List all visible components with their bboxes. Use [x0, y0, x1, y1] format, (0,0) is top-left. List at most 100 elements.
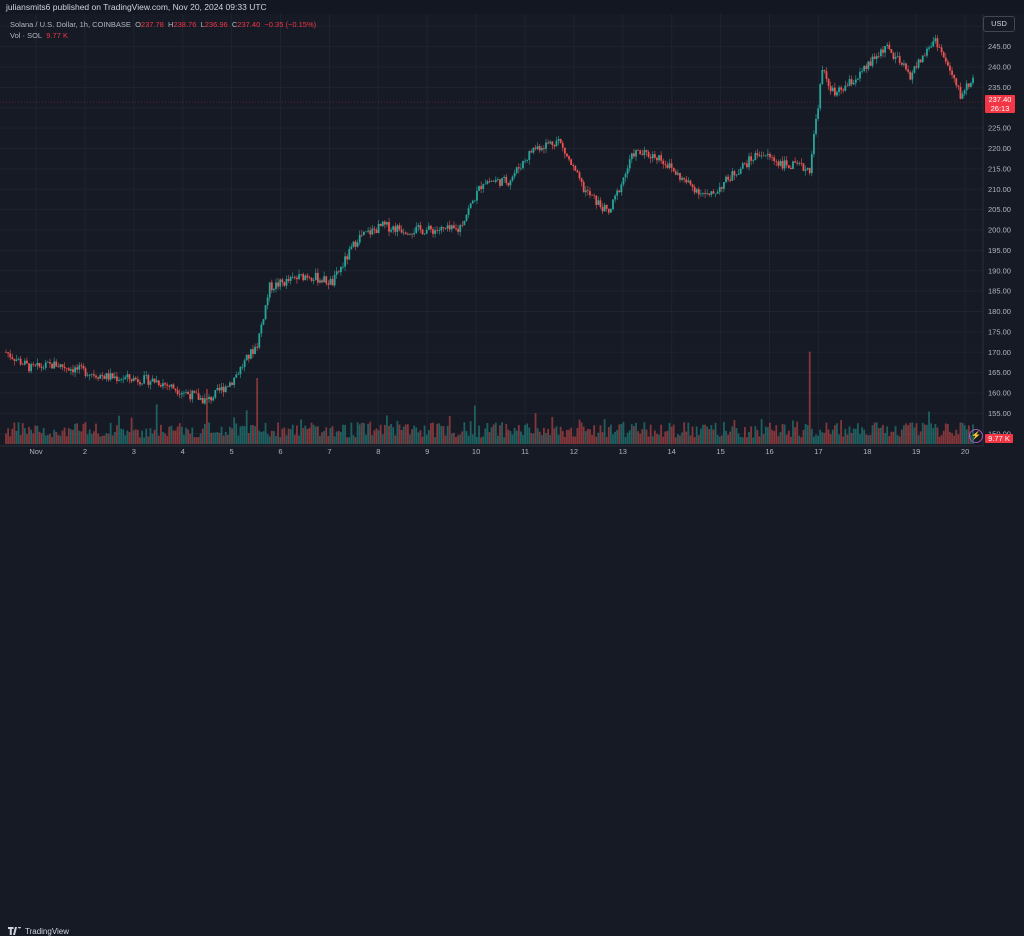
candle-body	[411, 233, 413, 235]
volume-bar	[429, 423, 432, 444]
volume-bar	[260, 431, 263, 444]
candle-body	[419, 225, 422, 230]
candle-body	[350, 246, 353, 249]
candle-body	[603, 204, 606, 212]
volume-bar	[842, 436, 845, 444]
candle-body	[540, 148, 543, 151]
volume-bar	[323, 430, 326, 444]
volume-bar	[373, 430, 376, 444]
currency-button[interactable]: USD	[983, 16, 1015, 32]
candle-body	[30, 364, 33, 372]
candle-body	[656, 157, 658, 161]
candle-body	[99, 375, 102, 379]
volume-bar	[252, 425, 254, 444]
candle-body	[844, 85, 847, 91]
price-axis[interactable]: 150.00 155.00 160.00 165.00 170.00 175.00 180.…	[988, 22, 1011, 439]
candle-body	[44, 362, 47, 368]
time-tick: 5	[230, 447, 234, 456]
candle-body	[930, 46, 933, 48]
candle-body	[139, 382, 141, 385]
candle-body	[235, 374, 238, 378]
candle-body	[949, 65, 951, 71]
candle-body	[633, 153, 635, 157]
volume-bar	[735, 428, 738, 444]
volume-bar	[206, 389, 208, 444]
volume-bar	[921, 422, 924, 444]
volume-bar	[122, 429, 125, 444]
volume-bar	[884, 433, 886, 444]
volume-bar	[84, 422, 87, 444]
candle-body	[526, 159, 529, 161]
candle-body	[55, 361, 58, 367]
candle-body	[852, 82, 855, 85]
candle-body	[919, 59, 922, 63]
candle-body	[882, 49, 884, 53]
volume-bar	[427, 430, 430, 444]
volume-bar	[335, 431, 338, 444]
candle-body	[26, 360, 28, 364]
volume-bar	[289, 429, 292, 444]
volume-bar	[519, 431, 522, 444]
candle-body	[132, 377, 135, 382]
volume-bar	[511, 434, 514, 444]
volume-bar	[664, 431, 667, 444]
volume-label[interactable]: Vol · SOL	[10, 31, 43, 40]
candle-body	[509, 180, 512, 186]
candle-body	[903, 63, 905, 65]
volume-bar	[189, 433, 192, 444]
candle-body	[582, 181, 585, 193]
candle-body	[212, 397, 215, 401]
volume-bar	[287, 428, 290, 444]
volume-bar	[302, 427, 305, 444]
volume-bar	[216, 432, 219, 444]
candle-body	[453, 225, 455, 229]
volume-bar	[718, 436, 721, 444]
candle-body	[666, 164, 669, 168]
candle-body	[972, 77, 974, 83]
candle-body	[476, 190, 478, 201]
ohlc-row: Solana / U.S. Dollar, 1h, COINBASE O237.…	[10, 19, 316, 30]
volume-bar	[641, 429, 644, 444]
candle-body	[398, 225, 401, 230]
price-chart[interactable]: 150.00 155.00 160.00 165.00 170.00 175.00 180.…	[0, 0, 1024, 478]
symbol-label[interactable]: Solana / U.S. Dollar, 1h, COINBASE	[10, 20, 131, 29]
candle-body	[511, 176, 514, 181]
volume-bar	[277, 422, 279, 444]
brand[interactable]: TradingView	[8, 926, 69, 936]
time-axis[interactable]: Nov 2 3 4 5 6 7 8 9 10 11 12 13 14 15 16 17 18 19 20	[29, 447, 969, 456]
candle-body	[369, 230, 372, 235]
candle-body	[563, 147, 566, 154]
candle-body	[568, 156, 570, 160]
volume-bar	[593, 425, 596, 444]
volume-bar	[342, 424, 344, 444]
volume-bar	[517, 424, 520, 444]
volume-bar	[566, 429, 568, 444]
volume-bar	[99, 436, 102, 444]
volume-bar	[949, 431, 951, 444]
volume-bar	[817, 435, 820, 444]
candle-body	[69, 369, 72, 371]
volume-bar	[51, 437, 53, 444]
volume-bar	[111, 435, 114, 444]
volume-bar	[279, 437, 282, 444]
candle-body	[616, 190, 619, 196]
volume-bar	[434, 437, 436, 444]
candle-body	[193, 390, 196, 393]
volume-bar	[561, 430, 564, 444]
volume-bar	[706, 426, 709, 444]
volume-bar	[69, 429, 72, 444]
volume-bar	[545, 433, 547, 444]
candle-body	[222, 386, 225, 393]
volume-bar	[195, 437, 198, 444]
volume-bar	[710, 425, 713, 444]
lightning-icon[interactable]: ⚡	[969, 429, 983, 443]
candle-body	[203, 398, 206, 404]
candle-body	[549, 141, 552, 144]
candle-body	[538, 146, 541, 151]
volume-bar	[762, 434, 765, 444]
candle-body	[93, 374, 95, 376]
candle-body	[685, 179, 688, 183]
candle-body	[507, 182, 510, 186]
candle-body	[245, 354, 248, 361]
volume-bar	[802, 429, 805, 444]
